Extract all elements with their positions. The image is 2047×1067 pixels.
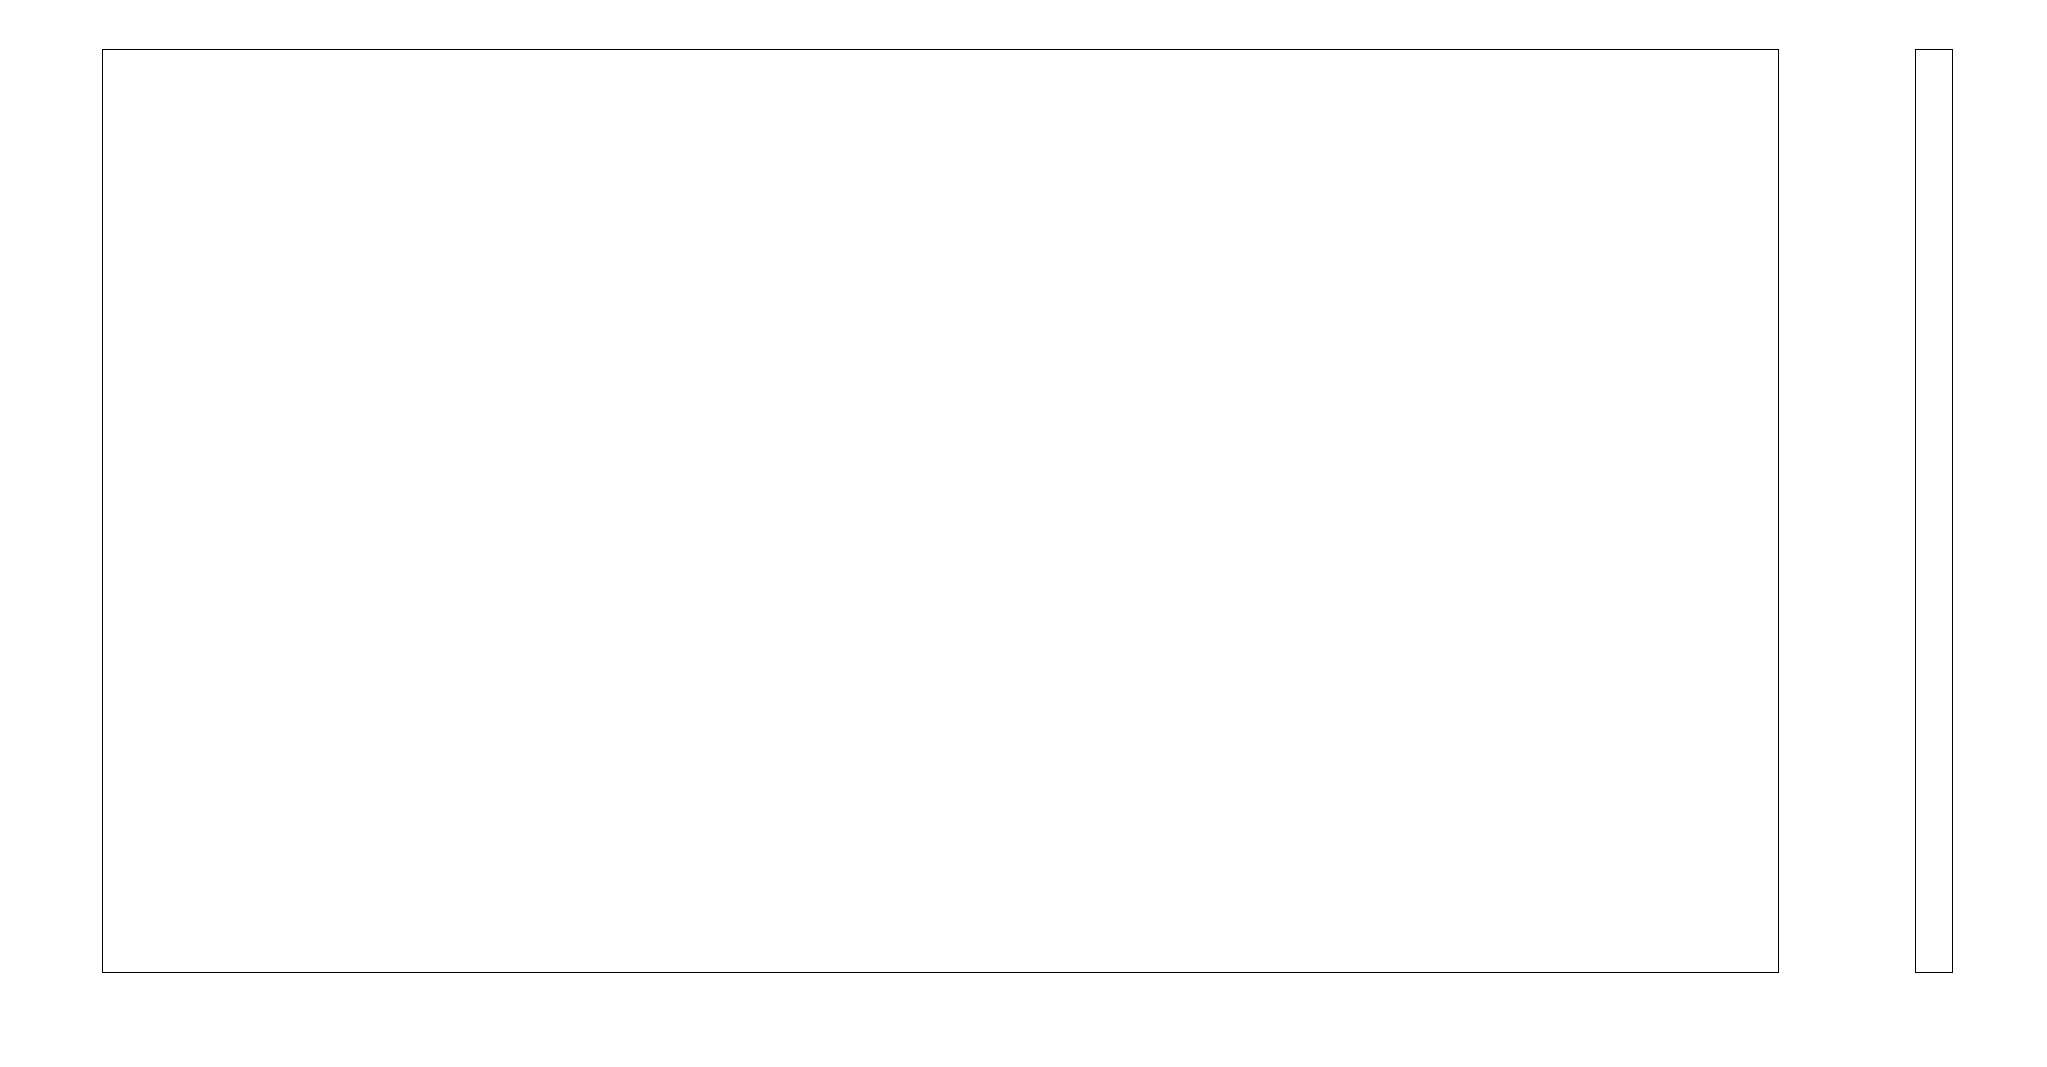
y-axis-label (6, 362, 38, 662)
plot-area-border (102, 49, 1779, 973)
colorbar-label (1992, 362, 2024, 662)
colorbar-border (1915, 49, 1953, 973)
spectrogram-canvas (103, 50, 1778, 972)
colorbar-canvas (1916, 50, 1952, 972)
